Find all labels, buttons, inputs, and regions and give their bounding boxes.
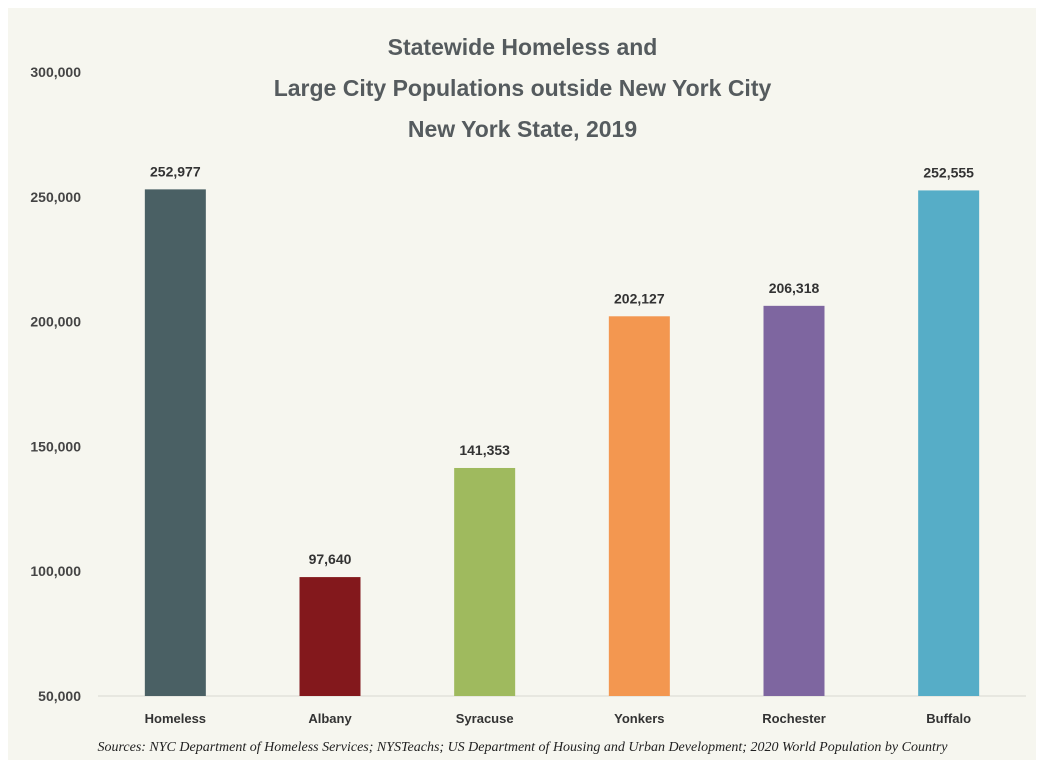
data-label: 97,640 bbox=[309, 551, 352, 567]
bar-rochester bbox=[763, 305, 825, 696]
data-label: 202,127 bbox=[614, 290, 665, 306]
data-label: 252,977 bbox=[150, 163, 201, 179]
x-tick-label: Rochester bbox=[762, 711, 826, 726]
chart-source-note: Sources: NYC Department of Homeless Serv… bbox=[97, 740, 948, 755]
x-tick-label: Yonkers bbox=[614, 711, 664, 726]
x-tick-label: Albany bbox=[308, 711, 352, 726]
data-label: 141,353 bbox=[459, 442, 510, 458]
x-tick-label: Buffalo bbox=[926, 711, 971, 726]
bar-syracuse bbox=[454, 467, 516, 696]
chart-title-line-3: New York State, 2019 bbox=[407, 116, 638, 142]
data-label: 252,555 bbox=[923, 164, 974, 180]
y-tick-label: 300,000 bbox=[30, 64, 81, 80]
bar-yonkers bbox=[608, 316, 670, 696]
data-label: 206,318 bbox=[769, 280, 820, 296]
y-tick-label: 50,000 bbox=[38, 688, 81, 704]
bar-albany bbox=[299, 577, 361, 696]
y-tick-label: 250,000 bbox=[30, 189, 81, 205]
bar-chart: 50,000 100,000 150,000 200,000 250,000 300,00… bbox=[30, 64, 1026, 726]
chart-title-line-1: Statewide Homeless and bbox=[387, 34, 658, 60]
x-tick-label: Homeless bbox=[145, 711, 206, 726]
bar-buffalo bbox=[918, 190, 980, 696]
bar-homeless bbox=[144, 189, 206, 696]
y-tick-label: 100,000 bbox=[30, 563, 81, 579]
x-tick-label: Syracuse bbox=[456, 711, 514, 726]
y-tick-label: 200,000 bbox=[30, 314, 81, 330]
y-tick-label: 150,000 bbox=[30, 438, 81, 454]
chart-title-line-2: Large City Populations outside New York … bbox=[273, 75, 772, 101]
